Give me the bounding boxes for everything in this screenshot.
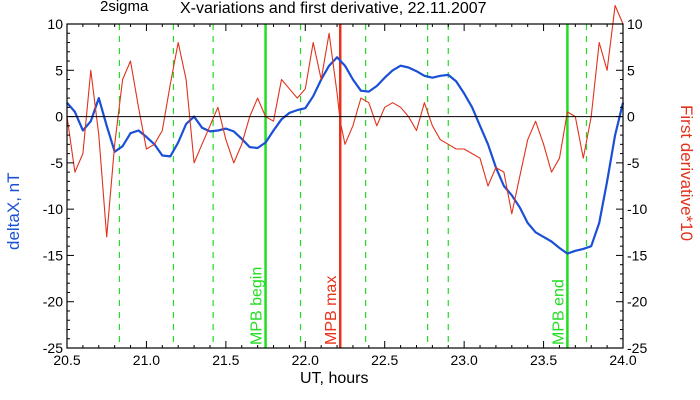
y-tick-label-left-2: 0	[55, 109, 63, 125]
marker-label-0: MPB begin	[249, 267, 266, 345]
x-tick-label-3: 22.0	[292, 352, 319, 368]
y-tick-label-left-5: -15	[43, 247, 63, 263]
y-tick-label-right-6: -20	[627, 294, 647, 310]
corner-label: 2sigma	[100, 0, 149, 15]
y-tick-label-left-1: 5	[55, 62, 63, 78]
y-tick-label-right-7: -25	[627, 340, 647, 356]
y-tick-label-right-3: -5	[627, 155, 640, 171]
series-layer	[66, 4, 625, 255]
chart-title: X-variations and first derivative, 22.11…	[180, 0, 487, 17]
y-tick-label-right-2: 0	[627, 109, 635, 125]
x-tick-label-7: 24.0	[609, 352, 636, 368]
x-tick-label-4: 22.5	[371, 352, 398, 368]
y-axis-label-right: First derivative*10	[677, 105, 696, 242]
x-tick-label-2: 21.5	[212, 352, 239, 368]
x-tick-label-5: 23.0	[451, 352, 478, 368]
y-tick-label-right-0: 10	[627, 16, 643, 32]
y-tick-label-left-4: -10	[43, 201, 63, 217]
y-axis-label-left: deltaX, nT	[4, 172, 23, 251]
plot-frame	[66, 23, 624, 349]
y-tick-label-left-0: 10	[47, 16, 63, 32]
x-tick-label-0: 20.5	[53, 352, 80, 368]
series-line-0	[66, 56, 625, 255]
series-line-1	[66, 4, 624, 238]
marker-labels-layer: MPB begin MPB max MPB end	[249, 267, 568, 345]
axes-layer: 10 105 50 0-5 -5-10 -10-15 -15-20 -20-25 -2520.5…	[43, 16, 648, 368]
y-tick-label-left-6: -20	[43, 294, 63, 310]
marker-label-2: MPB end	[550, 279, 567, 345]
marker-label-1: MPB max	[323, 276, 340, 345]
y-tick-label-left-3: -5	[51, 155, 64, 171]
marker-layer	[118, 24, 588, 348]
y-tick-label-right-1: 5	[627, 62, 635, 78]
x-tick-label-6: 23.5	[530, 352, 557, 368]
y-tick-label-right-4: -10	[627, 201, 647, 217]
x-axis-label: UT, hours	[300, 370, 369, 387]
y-tick-label-left-7: -25	[43, 340, 63, 356]
y-tick-label-right-5: -15	[627, 247, 647, 263]
x-tick-label-1: 21.0	[133, 352, 160, 368]
